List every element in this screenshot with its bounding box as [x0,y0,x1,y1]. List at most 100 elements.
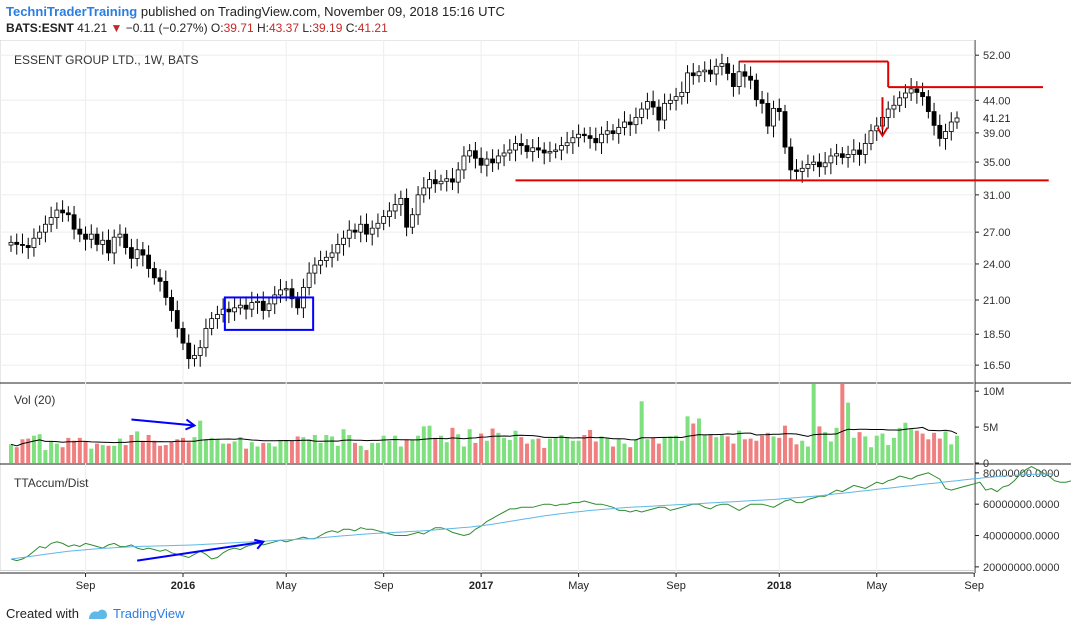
candle [140,249,146,256]
volume-bar [519,437,524,463]
volume-arrow-shaft [131,418,195,427]
candle [771,107,776,127]
volume-bar [393,435,398,463]
plot-frame [0,40,976,571]
candle [639,108,645,118]
candle [151,268,157,279]
down-triangle-icon: ▼ [110,21,123,35]
volume-bar [754,440,759,463]
volume-bar [364,450,369,463]
volume-bar [341,429,346,463]
price-tick-label: 16.50 [983,360,1011,372]
volume-bar [748,438,753,463]
candle [214,314,220,320]
candle [409,214,415,228]
candle [438,180,444,185]
candle [536,147,541,151]
candle [948,121,954,132]
volume-bar [37,434,42,463]
volume-bar [14,447,19,463]
candle [885,108,891,118]
volume-bar [152,440,157,463]
candle [902,92,908,99]
volume-bar [542,447,547,463]
accum-title: TTAccum/Dist [14,476,89,490]
candle [455,169,461,183]
candle [610,130,616,134]
volume-bar [232,441,237,463]
volume-bar [421,426,426,463]
volume-bar [857,432,862,463]
candle [553,149,559,152]
volume-bar [645,439,650,463]
tradingview-logo-icon [88,609,107,619]
candle [260,300,266,311]
volume-bar [347,434,352,463]
candle [20,244,25,246]
volume-bar [387,440,392,463]
candle [197,347,203,356]
volume-bar [954,435,960,463]
tradingview-link[interactable]: TradingView [112,606,185,621]
volume-bar [685,416,690,463]
volume-bar [610,446,616,463]
candle [811,161,817,165]
volume-bar [742,439,747,463]
candle [398,197,404,206]
volume-bar [31,435,36,463]
volume-bar [846,402,851,463]
chart-canvas[interactable]: 52.00 44.00 39.00 35.00 31.00 27.00 24.00 21.00… [0,40,1071,600]
candle [278,289,283,296]
volume-bar [949,444,954,463]
volume-bar [77,437,82,463]
candle [272,294,278,305]
volume-bar [358,445,363,463]
author-link[interactable]: TechniTraderTraining [6,4,138,19]
candle [312,264,318,274]
candle [736,71,742,87]
candle [249,302,255,310]
volume-bar [484,440,489,463]
candle [358,223,364,233]
candle [794,169,799,172]
time-tick-label: Sep [76,580,96,592]
volume-bar [444,442,449,463]
price-tick-label: 44.00 [983,95,1011,107]
volume-bar [576,440,581,463]
candle [622,121,627,128]
created-with-text: Created with [6,606,79,621]
accum-line [10,466,1071,562]
volume-bar [674,435,679,463]
volume-tick-label: 5M [983,422,998,434]
right-arrow-icon [185,418,197,431]
candle [587,135,593,139]
candle [111,236,117,254]
close-label: C: [345,21,358,35]
candle [530,147,536,152]
candle [685,72,690,93]
candle [599,133,604,144]
volume-bar [828,441,833,463]
volume-bar [301,437,306,463]
candle [650,101,656,108]
current-price-label: 41.21 [983,113,1011,125]
volume-bar [570,440,575,463]
volume-bar [135,431,140,463]
candle [180,328,186,344]
volume-bar [89,448,94,463]
candle [83,233,88,240]
volume-bar [83,441,88,463]
candle [633,116,639,126]
candle [163,280,169,298]
volume-bar [163,445,168,463]
footer: Created with TradingView [6,606,185,621]
volume-bar [106,445,111,463]
volume-bar [943,431,948,463]
volume-bar [920,433,925,463]
volume-bar [817,426,822,463]
volume-bar [100,445,105,463]
candle [708,69,713,75]
volume-bar [599,436,604,463]
volume-bar [622,443,627,463]
candle [828,155,834,164]
